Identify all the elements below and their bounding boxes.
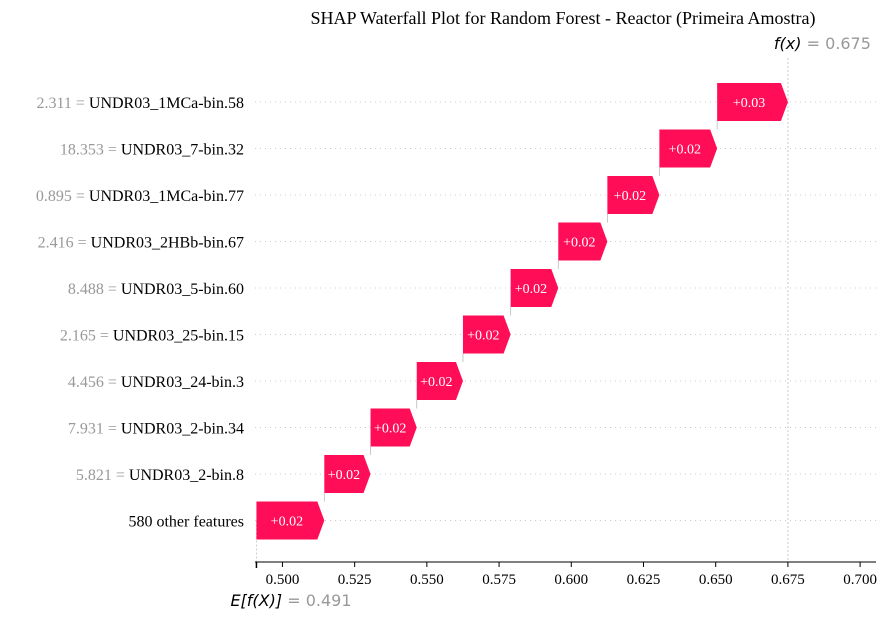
bar-value-label: +0.02 [563,236,595,251]
x-tick-label: 0.550 [410,572,444,588]
bar-value-label: +0.02 [271,515,303,530]
feature-label: 2.165 = UNDR03_25-bin.15 [60,328,244,345]
bar-value-label: +0.02 [515,282,547,297]
x-tick-label: 0.700 [843,572,877,588]
x-tick-label: 0.650 [699,572,733,588]
feature-label: 5.821 = UNDR03_2-bin.8 [76,467,244,484]
feature-label: 4.456 = UNDR03_24-bin.3 [68,374,244,391]
bar-value-label: +0.02 [374,422,406,437]
fx-label: f(x) = 0.675 [774,34,871,53]
feature-label: 2.311 = UNDR03_1MCa-bin.58 [36,95,244,112]
waterfall-bar [416,362,463,400]
waterfall-bar [717,83,788,121]
expected-value-annotation: E[f(X)] = 0.491 [230,591,351,610]
bar-value-label: +0.02 [467,329,499,344]
waterfall-bar [659,129,718,168]
waterfall-bar [370,408,417,447]
fx-annotation: f(x) = 0.675 [774,34,871,53]
bar-value-label: +0.02 [614,189,646,204]
feature-label: 0.895 = UNDR03_1MCa-bin.77 [36,188,244,205]
waterfall-bar [607,176,660,214]
bar-value-label: +0.03 [733,96,765,111]
x-tick-label: 0.600 [554,572,588,588]
feature-label: 580 other features [128,514,244,531]
waterfall-bar [256,501,325,540]
efx-label: E[f(X)] = 0.491 [230,591,351,610]
x-tick-label: 0.575 [482,572,516,588]
bar-value-label: +0.02 [669,143,701,158]
bars-group: +0.03 +0.02 +0.02 +0.02 +0.02 +0.02 +0.02 +0.02… [256,83,788,540]
chart-title: SHAP Waterfall Plot for Random Forest - … [311,8,816,29]
bar-value-label: +0.02 [420,375,452,390]
feature-label: 8.488 = UNDR03_5-bin.60 [68,281,244,298]
x-axis: 0.500 0.525 0.550 0.575 0.600 0.625 0.650 0.675… [255,561,877,588]
waterfall-bar [558,222,608,261]
waterfall-bar [510,269,559,307]
bar-value-label: +0.02 [328,468,360,483]
waterfall-bar [324,455,371,493]
x-tick-label: 0.525 [338,572,372,588]
x-tick-label: 0.625 [627,572,661,588]
feature-label: 7.931 = UNDR03_2-bin.34 [68,421,244,438]
feature-labels: 2.311 = UNDR03_1MCa-bin.58 18.353 = UNDR0… [36,95,244,531]
waterfall-bar [462,315,511,354]
feature-label: 18.353 = UNDR03_7-bin.32 [60,142,244,159]
reference-lines [255,58,789,562]
x-tick-label: 0.500 [266,572,300,588]
feature-label: 2.416 = UNDR03_2HBb-bin.67 [38,235,244,252]
x-tick-label: 0.675 [771,572,805,588]
